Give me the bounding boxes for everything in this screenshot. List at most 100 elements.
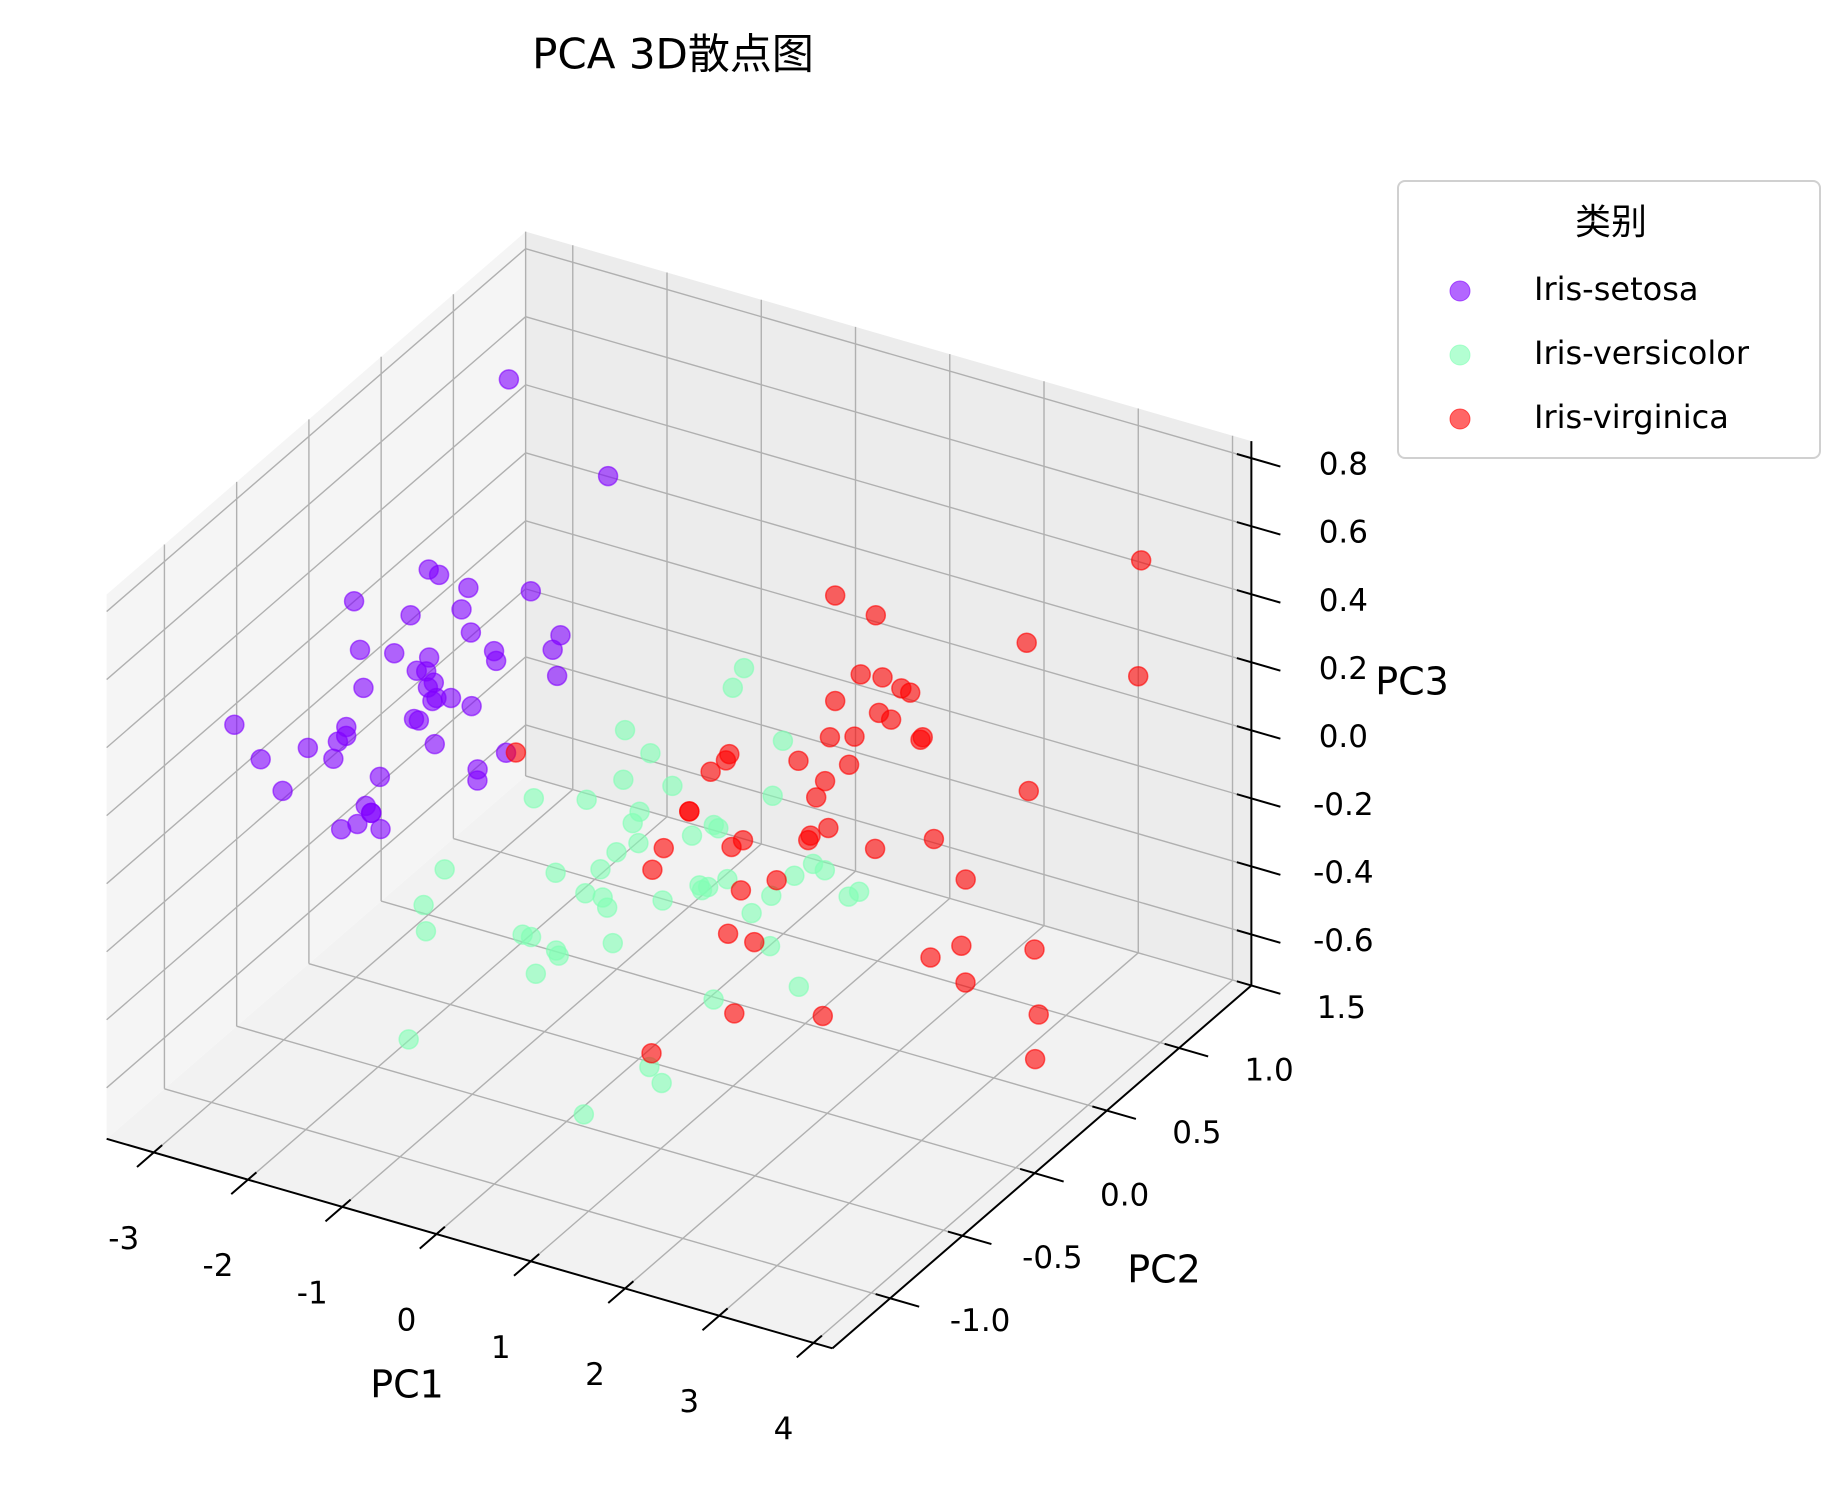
x-tick-label: 2 — [585, 1357, 605, 1393]
data-point — [360, 802, 382, 824]
grid-line — [106, 588, 527, 953]
legend-marker — [1449, 408, 1471, 430]
data-point — [613, 769, 634, 790]
data-point — [428, 564, 450, 586]
data-point — [802, 853, 824, 875]
data-point — [741, 902, 762, 924]
data-point — [498, 369, 520, 390]
x-axis-label: PC1 — [370, 1363, 444, 1407]
data-point — [732, 829, 754, 851]
x-tick — [607, 1280, 635, 1304]
z-tick — [1236, 589, 1281, 604]
data-point — [700, 761, 721, 782]
data-point — [622, 812, 643, 834]
data-point — [369, 766, 391, 788]
y-tick — [1019, 1168, 1064, 1183]
data-point — [272, 780, 293, 802]
x-tick-label: -1 — [297, 1275, 328, 1311]
y-tick-label: 1.0 — [1244, 1053, 1293, 1089]
x-tick-label: 4 — [774, 1411, 794, 1447]
data-point — [370, 818, 391, 840]
grid-line — [106, 248, 527, 613]
legend-box — [1397, 180, 1821, 459]
data-point — [719, 743, 740, 765]
data-point — [505, 742, 527, 763]
data-point — [868, 702, 890, 724]
y-tick — [947, 1230, 992, 1246]
legend-title: 类别 — [1575, 202, 1647, 243]
data-point — [679, 801, 700, 822]
data-point — [805, 787, 827, 808]
data-point — [819, 726, 841, 748]
data-point — [520, 581, 542, 602]
data-point — [766, 869, 787, 891]
legend-marker — [1449, 280, 1471, 302]
grid-line — [106, 384, 527, 749]
data-point — [415, 920, 437, 942]
data-point — [330, 819, 352, 840]
data-point — [606, 842, 627, 863]
x-tick — [230, 1171, 258, 1195]
data-point — [592, 887, 613, 908]
data-point — [383, 642, 405, 664]
legend-label: Iris-versicolor — [1534, 334, 1750, 372]
data-point — [224, 714, 245, 736]
data-point — [717, 923, 739, 944]
data-point — [652, 890, 673, 911]
z-tick — [1236, 657, 1281, 672]
grid-line — [453, 837, 1180, 1049]
data-point — [400, 605, 421, 626]
data-point — [923, 828, 945, 850]
data-point — [955, 972, 976, 993]
grid-line — [813, 979, 1233, 1344]
data-point — [512, 924, 533, 945]
grid-line — [525, 384, 1252, 595]
data-point — [681, 825, 703, 846]
grid-line — [525, 316, 1252, 527]
data-point — [717, 868, 738, 890]
data-point — [730, 880, 752, 901]
z-axis-label: PC3 — [1375, 660, 1449, 704]
pane-back — [525, 231, 1252, 986]
x-tick — [701, 1307, 729, 1331]
data-point — [818, 817, 839, 839]
data-point — [772, 730, 794, 752]
z-tick — [1236, 793, 1281, 808]
z-tick-label: 0.2 — [1319, 651, 1368, 687]
data-point — [451, 599, 472, 620]
data-point — [327, 731, 349, 752]
data-point — [413, 894, 434, 916]
legend-label: Iris-virginica — [1534, 398, 1729, 436]
data-point — [838, 886, 859, 907]
grid-line — [718, 952, 1139, 1317]
z-tick — [1236, 725, 1281, 740]
data-point — [641, 1043, 662, 1064]
data-point — [545, 862, 566, 884]
data-point — [1024, 1048, 1046, 1070]
data-point — [398, 1029, 419, 1050]
data-point — [483, 640, 505, 662]
y-tick-label: 0.0 — [1100, 1178, 1149, 1214]
data-point — [1130, 550, 1152, 571]
data-point — [864, 838, 886, 860]
data-point — [250, 749, 271, 770]
data-point — [440, 687, 462, 709]
y-tick-label: -1.0 — [950, 1303, 1011, 1339]
legend-marker — [1449, 344, 1471, 366]
data-point — [784, 865, 805, 886]
data-point — [408, 710, 430, 731]
data-point — [1028, 1004, 1049, 1025]
data-point — [546, 665, 568, 687]
z-tick-label: 0.4 — [1319, 583, 1368, 619]
grid-line — [525, 520, 1252, 731]
data-point — [662, 775, 683, 797]
y-tick-label: -0.5 — [1022, 1240, 1083, 1276]
data-point — [865, 605, 887, 626]
data-point — [525, 963, 547, 984]
data-point — [628, 832, 649, 854]
grid-line — [106, 520, 527, 885]
y-tick-label: 1.5 — [1317, 990, 1366, 1026]
data-point — [614, 719, 636, 741]
data-point — [575, 883, 596, 904]
data-point — [800, 825, 821, 846]
